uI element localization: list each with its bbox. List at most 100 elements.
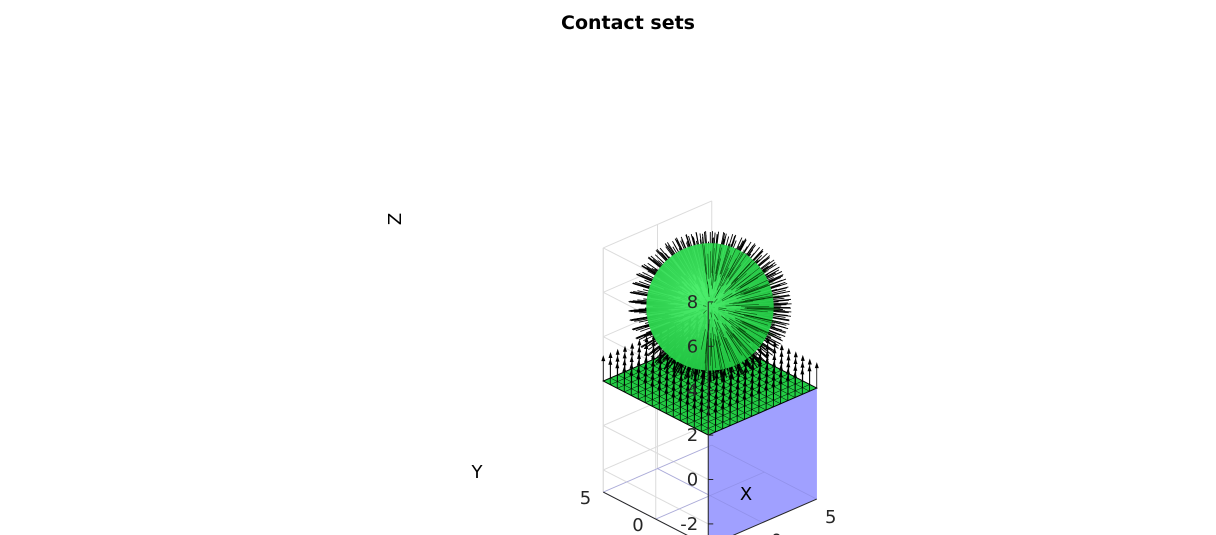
sphere-normal-front bbox=[703, 245, 708, 275]
sphere-normal-front bbox=[733, 330, 755, 352]
mesh-line bbox=[694, 380, 803, 429]
sphere-normal-front bbox=[736, 290, 761, 299]
sphere-normal-front bbox=[726, 327, 742, 347]
sphere bbox=[628, 231, 792, 383]
sphere-normal-front bbox=[744, 308, 776, 311]
sphere-normal-front bbox=[704, 336, 708, 364]
mesh-line bbox=[666, 366, 775, 414]
sphere-normal-front bbox=[740, 316, 768, 326]
sphere-normal-front bbox=[715, 258, 721, 282]
sphere-normal-front bbox=[713, 241, 718, 273]
sphere-normal-front bbox=[716, 282, 724, 295]
sphere-normal-front bbox=[715, 244, 721, 275]
sphere-normal-front bbox=[725, 305, 740, 307]
grid-line bbox=[603, 469, 709, 525]
sphere-normal-front bbox=[738, 323, 764, 339]
sphere-normal-front bbox=[736, 272, 761, 290]
sphere-normal-front bbox=[740, 309, 768, 313]
sphere-normal-front bbox=[713, 313, 719, 321]
x-tick-label: 5 bbox=[825, 507, 836, 528]
sphere-normal-front bbox=[735, 326, 760, 346]
sphere-normal-front bbox=[710, 302, 713, 305]
z-tick-label: 2 bbox=[687, 425, 698, 446]
x-axis-line bbox=[732, 498, 817, 535]
normal-arrowhead bbox=[615, 348, 620, 355]
sphere-normal-front bbox=[743, 281, 774, 294]
normal-arrowhead bbox=[637, 339, 642, 346]
sphere-normal-front bbox=[729, 273, 747, 290]
sphere-normal-front bbox=[722, 336, 736, 364]
normal-arrowhead bbox=[786, 347, 791, 354]
z-tick-label: 0 bbox=[687, 470, 698, 491]
sphere-normal-front bbox=[731, 274, 751, 291]
sphere-normal-front bbox=[730, 263, 751, 285]
sphere-normal-front bbox=[719, 267, 729, 287]
mesh-line bbox=[687, 377, 796, 425]
sphere-normal-front bbox=[719, 329, 729, 351]
sphere-normal-front bbox=[718, 331, 728, 354]
sphere-normal-front bbox=[712, 339, 717, 368]
mesh-line bbox=[610, 377, 716, 433]
sphere-normal-front bbox=[718, 308, 726, 311]
sphere-normal-front bbox=[745, 314, 779, 323]
sphere-normal-front bbox=[720, 244, 731, 274]
mesh-line bbox=[646, 362, 752, 417]
sphere-normal-front bbox=[702, 305, 707, 307]
normal-arrowhead bbox=[630, 342, 635, 349]
sphere-normal-front bbox=[726, 264, 742, 285]
sphere-normal-front bbox=[732, 333, 754, 359]
sphere-normal-front bbox=[728, 254, 747, 280]
sphere-normal-front bbox=[707, 288, 710, 298]
sphere-normal-front bbox=[737, 328, 763, 350]
sphere-normal-front bbox=[730, 287, 749, 297]
sphere-normal-front bbox=[718, 307, 727, 309]
sphere-normal-front bbox=[740, 284, 768, 296]
normal-arrowhead bbox=[623, 345, 627, 352]
sphere-normal-front bbox=[741, 293, 771, 301]
sphere-normal-front bbox=[716, 275, 724, 291]
sphere-normal-front bbox=[723, 282, 737, 295]
sphere-normal-front bbox=[721, 322, 734, 338]
y-tick-label: 5 bbox=[580, 488, 591, 509]
sphere-normal-front bbox=[719, 245, 730, 275]
normal-arrowhead bbox=[779, 344, 784, 351]
sphere-normal-front bbox=[728, 319, 746, 333]
sphere-normal-front bbox=[715, 327, 722, 346]
sphere-normal-front bbox=[711, 242, 714, 273]
sphere-normal-front bbox=[743, 283, 774, 295]
sphere-normal-front bbox=[735, 304, 759, 306]
sphere-normal-front bbox=[712, 327, 715, 346]
sphere-normal-front bbox=[728, 312, 745, 319]
mesh-line bbox=[639, 365, 745, 420]
sphere-normal-front bbox=[738, 298, 765, 303]
sphere-normal-front bbox=[745, 307, 777, 309]
sphere-normal-front bbox=[729, 318, 747, 330]
sphere-normal-front bbox=[734, 260, 757, 283]
sphere-normal-front bbox=[707, 253, 710, 279]
sphere-normal-front bbox=[711, 272, 715, 289]
sphere-normal-front bbox=[746, 307, 780, 310]
normal-arrowhead bbox=[608, 352, 613, 358]
sphere-normal-front bbox=[732, 301, 754, 305]
grid-line-through bbox=[655, 471, 765, 520]
sphere-normal-front bbox=[714, 319, 719, 331]
sphere-normal-front bbox=[720, 250, 731, 278]
mesh-line bbox=[680, 373, 789, 421]
sphere-normal-front bbox=[732, 333, 754, 358]
sphere-normal-front bbox=[710, 333, 713, 357]
normal-arrowhead bbox=[601, 355, 606, 362]
grid-line bbox=[603, 425, 709, 480]
normal-arrowhead bbox=[807, 358, 812, 365]
sphere-normal-front bbox=[735, 286, 759, 297]
mesh-line bbox=[652, 359, 761, 407]
sphere-normal-front bbox=[731, 261, 751, 284]
sphere-normal-front bbox=[732, 324, 754, 342]
sphere-normal-front bbox=[716, 336, 724, 363]
sphere-normal-front bbox=[744, 315, 775, 324]
z-axis-label: Z bbox=[385, 213, 406, 225]
mesh-line bbox=[624, 371, 731, 426]
sphere-normal-front bbox=[720, 315, 732, 324]
mesh-line bbox=[632, 368, 738, 423]
